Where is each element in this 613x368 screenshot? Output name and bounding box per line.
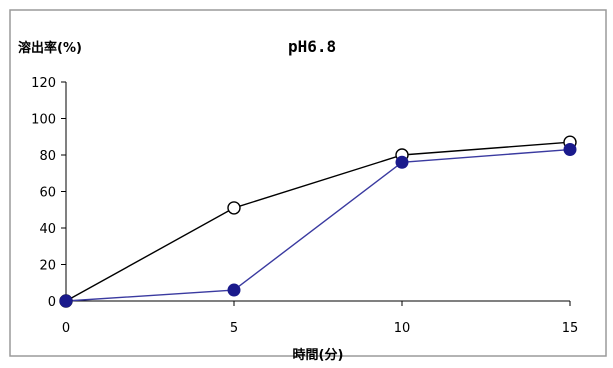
plot-area: 0 20 40 60 80 100 120 0 5 10 15 (31, 76, 578, 336)
y-tick-label: 100 (31, 113, 56, 128)
x-tick-label: 5 (230, 321, 238, 336)
y-tick-label: 80 (39, 149, 56, 164)
series-line-2 (65, 148, 571, 302)
y-tick-label: 60 (39, 186, 56, 201)
series-2-point (563, 143, 577, 157)
x-tick-label: 15 (562, 321, 579, 336)
chart-border (9, 9, 607, 357)
series-2-point (395, 155, 409, 169)
x-axis-label: 時間(分) (293, 347, 344, 363)
y-tick-label: 0 (48, 295, 56, 310)
y-tick-label: 40 (39, 222, 56, 237)
y-tick-label: 120 (31, 76, 56, 91)
series-1-point (227, 201, 241, 215)
series-2-point (59, 294, 73, 308)
x-tick-label: 10 (394, 321, 411, 336)
x-tick-label: 0 (62, 321, 70, 336)
series-line-1 (65, 141, 571, 302)
chart-title: pH6.8 (288, 37, 336, 56)
y-axis-label: 溶出率(%) (18, 40, 82, 56)
series-2-point (227, 283, 241, 297)
y-tick-label: 20 (39, 259, 56, 274)
